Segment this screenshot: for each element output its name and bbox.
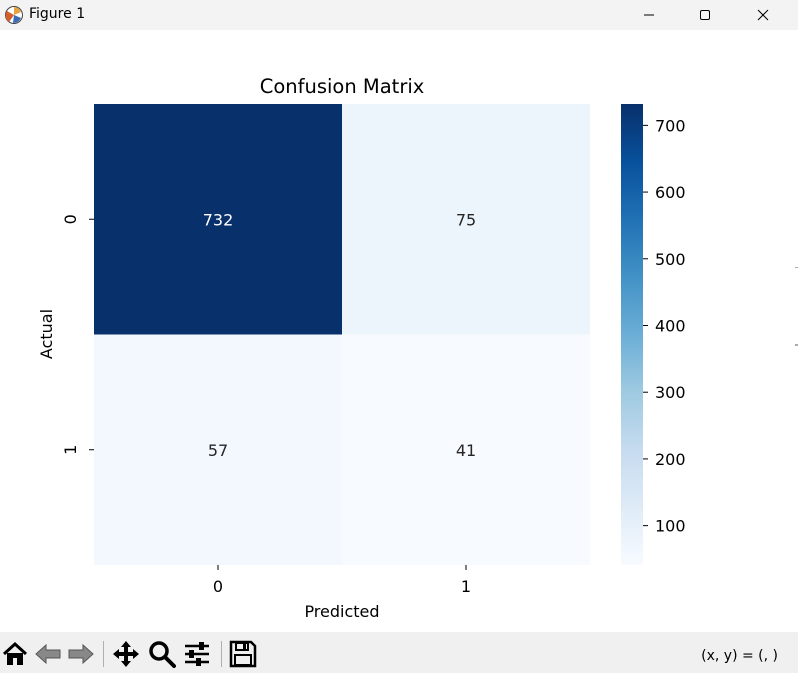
window-titlebar: Figure 1 — [0, 0, 798, 30]
maximize-button[interactable] — [676, 0, 734, 30]
window-edge-marks — [795, 267, 798, 346]
zoom-button[interactable] — [147, 640, 177, 668]
zoom-icon — [149, 641, 176, 668]
heatmap-cell — [94, 104, 342, 335]
colorbar-tick-label: 600 — [655, 183, 686, 202]
home-button[interactable] — [0, 640, 30, 668]
save-icon — [229, 640, 257, 668]
cell-value-label: 57 — [208, 441, 228, 460]
heatmap-cell — [342, 334, 590, 565]
colorbar-tick-label: 500 — [655, 250, 686, 269]
window-title: Figure 1 — [29, 6, 86, 22]
close-button[interactable] — [734, 0, 792, 30]
minimize-icon — [644, 14, 654, 16]
home-icon — [2, 641, 28, 665]
forward-icon — [68, 643, 94, 665]
maximize-icon — [700, 10, 710, 20]
configure-subplots-icon — [185, 642, 209, 666]
x-axis-label: Predicted — [304, 602, 379, 621]
close-icon — [757, 9, 769, 21]
colorbar-tick-label: 700 — [655, 116, 686, 135]
navigation-toolbar: (x, y) = (, ) — [0, 632, 798, 673]
toolbar-separator — [221, 641, 222, 667]
configure-subplots-button[interactable] — [182, 640, 212, 668]
minimize-button[interactable] — [620, 0, 678, 30]
pan-button[interactable] — [111, 640, 141, 668]
x-tick-label: 1 — [461, 577, 471, 596]
y-axis: 01 — [61, 214, 94, 455]
pan-icon — [113, 641, 139, 667]
save-button[interactable] — [228, 640, 258, 668]
colorbar-tick-label: 300 — [655, 383, 686, 402]
colorbar — [621, 104, 643, 565]
colorbar-tick-label: 200 — [655, 450, 686, 469]
x-tick-label: 0 — [213, 577, 223, 596]
heatmap-cells: 732 75 57 41 — [94, 104, 590, 565]
cell-value-label: 41 — [456, 441, 476, 460]
cell-value-label: 75 — [456, 210, 476, 229]
y-tick-label: 1 — [61, 445, 80, 455]
colorbar-ticks: 100 200 300 400 500 600 700 — [643, 116, 686, 536]
matplotlib-app-icon — [5, 6, 23, 24]
colorbar-tick-label: 100 — [655, 517, 686, 536]
chart-title: Confusion Matrix — [260, 75, 425, 98]
heatmap-cell — [94, 334, 342, 565]
cursor-coordinates: (x, y) = (, ) — [701, 648, 778, 664]
y-axis-label: Actual — [37, 309, 56, 359]
back-button[interactable] — [33, 640, 63, 668]
y-tick-label: 0 — [61, 214, 80, 224]
cell-value-label: 732 — [203, 210, 234, 229]
toolbar-separator — [103, 641, 104, 667]
back-icon — [35, 643, 61, 665]
colorbar-tick-label: 400 — [655, 316, 686, 335]
forward-button[interactable] — [66, 640, 96, 668]
heatmap-cell — [342, 104, 590, 335]
